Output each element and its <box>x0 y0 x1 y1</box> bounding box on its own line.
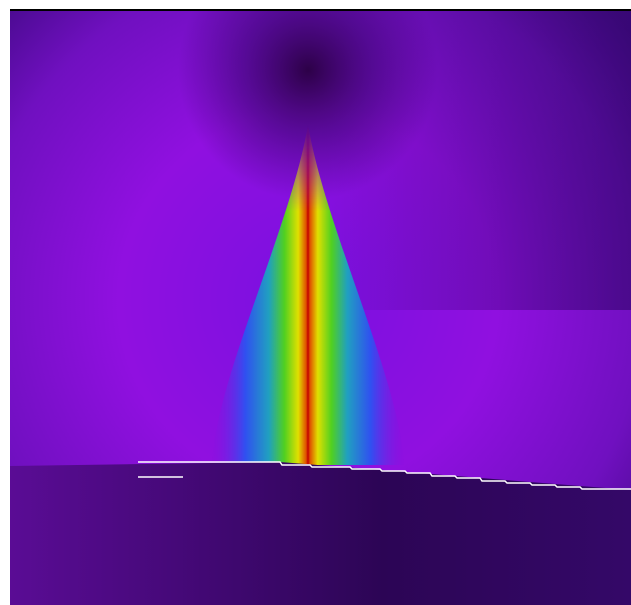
body <box>0 0 631 605</box>
page: {} html, body { margin: 0; padding: 0; b… <box>0 0 631 605</box>
field-image <box>0 0 631 605</box>
top-border <box>10 9 631 11</box>
lower-region <box>10 462 631 605</box>
